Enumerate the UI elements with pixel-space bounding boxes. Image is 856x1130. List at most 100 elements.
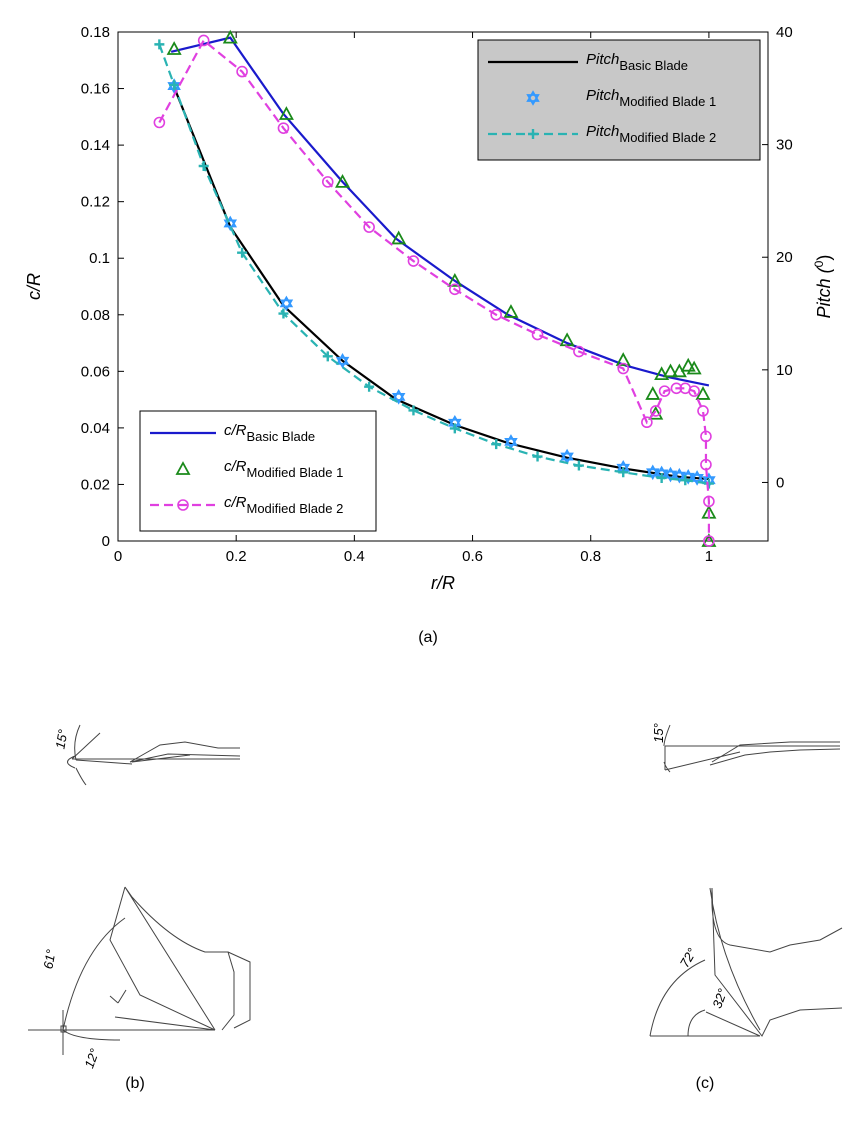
legend-label: c/RBasic Blade: [224, 422, 315, 444]
marker-star: [646, 464, 660, 481]
x-tick-label: 0.6: [462, 548, 483, 565]
y2-axis-label-end: ): [814, 255, 834, 261]
marker-circle: [688, 385, 700, 397]
marker-plus: [703, 478, 714, 489]
caption: (b): [125, 1075, 145, 1092]
marker-triangle: [680, 357, 696, 372]
marker-circle: [153, 116, 166, 129]
marker-circle: [703, 535, 715, 547]
marker-triangle: [222, 29, 238, 44]
angle-label: 72°: [677, 945, 700, 970]
y2-axis-label-sup: 0: [812, 260, 826, 267]
y-tick-label: 0.06: [81, 363, 110, 380]
legend-subscript: Modified Blade 1: [247, 465, 344, 480]
marker-circle: [617, 362, 630, 375]
marker-plus: [322, 351, 333, 362]
legend-subscript: Modified Blade 2: [247, 501, 344, 516]
legend-subscript: Modified Blade 2: [619, 130, 716, 145]
marker-plus: [656, 472, 667, 483]
x-tick-label: 0.4: [344, 548, 365, 565]
y-tick-label: 0.02: [81, 476, 110, 493]
x-tick-label: 0.2: [226, 548, 247, 565]
legend-label: PitchModified Blade 2: [586, 123, 716, 145]
marker-plus: [528, 129, 538, 139]
angle-label: 15°: [651, 723, 666, 743]
marker-circle: [658, 385, 671, 397]
marker-circle: [703, 495, 715, 508]
marker-triangle: [559, 332, 575, 347]
y-tick-label: 0: [102, 533, 110, 550]
marker-circle: [363, 221, 375, 233]
drawing-b-bottom: [28, 886, 251, 1055]
legend-name: Pitch: [586, 123, 619, 140]
marker-plus: [237, 247, 248, 258]
legend-name: c/R: [224, 458, 247, 475]
y2-tick-label: 40: [776, 24, 793, 41]
x-axis-label: r/R: [431, 573, 455, 593]
legend-subscript: Basic Blade: [247, 429, 316, 444]
y-tick-label: 0.08: [81, 307, 110, 324]
y-tick-label: 0.04: [81, 420, 110, 437]
legend-name: Pitch: [586, 51, 619, 68]
marker-circle: [670, 382, 683, 395]
marker-triangle: [166, 41, 182, 55]
marker-triangle: [645, 386, 661, 400]
x-tick-label: 0.8: [580, 548, 601, 565]
marker-plus: [278, 308, 289, 319]
legend-name: Pitch: [586, 87, 619, 104]
marker-circle: [649, 405, 662, 417]
marker-triangle: [391, 230, 407, 245]
marker-circle: [277, 122, 290, 134]
caption: (c): [696, 1075, 715, 1092]
angle-label: 12°: [81, 1047, 102, 1071]
marker-plus: [408, 405, 419, 416]
marker-triangle: [662, 363, 679, 378]
y-tick-label: 0.18: [81, 24, 110, 41]
marker-triangle: [686, 360, 702, 375]
angle-label: 61°: [40, 948, 58, 970]
series-line: [158, 44, 710, 485]
marker-triangle: [175, 461, 191, 475]
y-tick-label: 0.12: [81, 194, 110, 211]
marker-circle: [700, 430, 712, 443]
legend-label: PitchModified Blade 1: [586, 87, 716, 109]
marker-circle: [197, 34, 210, 47]
y2-tick-label: 30: [776, 137, 793, 154]
marker-circle: [407, 255, 420, 267]
y2-tick-label: 10: [776, 362, 793, 379]
marker-triangle: [695, 386, 711, 400]
series-line: [158, 38, 711, 541]
marker-circle: [490, 308, 502, 321]
legend-subscript: Modified Blade 1: [619, 94, 716, 109]
marker-star: [560, 448, 574, 465]
marker-triangle: [447, 272, 463, 287]
marker-plus: [449, 423, 460, 434]
marker-star: [672, 467, 687, 484]
marker-triangle: [278, 106, 294, 120]
y-axis-label: c/R: [24, 273, 44, 300]
marker-circle: [236, 65, 248, 78]
drawing-c-top: [663, 724, 841, 773]
marker-triangle: [335, 173, 351, 188]
marker-circle: [641, 416, 653, 429]
angle-label: 15°: [52, 728, 70, 750]
legend-label: c/RModified Blade 1: [224, 458, 343, 480]
angle-label: 32°: [709, 987, 730, 1011]
marker-star: [690, 470, 704, 486]
marker-circle: [700, 458, 712, 471]
drawing-b-top: [67, 724, 241, 786]
marker-triangle: [615, 352, 631, 366]
plot-frame: [117, 31, 769, 542]
y2-tick-label: 0: [776, 474, 784, 491]
marker-circle: [697, 405, 709, 417]
marker-plus: [491, 439, 502, 450]
marker-circle: [531, 328, 544, 341]
legend-box: [477, 39, 761, 161]
marker-star: [279, 295, 294, 312]
legend-label: PitchBasic Blade: [586, 51, 688, 73]
marker-plus: [154, 39, 165, 50]
marker-triangle: [503, 304, 519, 318]
legend-label: c/RModified Blade 2: [224, 494, 343, 516]
